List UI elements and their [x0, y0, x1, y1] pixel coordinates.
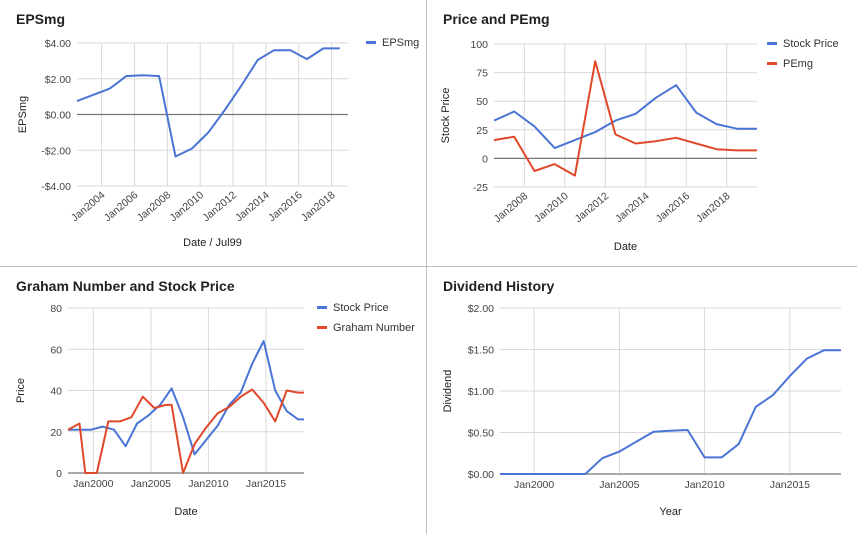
x-tick-label: Jan2006: [102, 189, 141, 224]
x-tick-label: Jan2008: [135, 189, 174, 224]
series-line: [500, 349, 841, 475]
y-tick-label: 100: [470, 39, 488, 51]
y-tick-label: -$4.00: [41, 181, 71, 193]
dividend-chart-panel: Dividend History $2.00 $1.50 $1.00 $0.50 $0.0…: [427, 267, 857, 534]
y-axis-label: Price: [15, 378, 27, 403]
x-tick-label: Jan2010: [532, 190, 571, 225]
legend-label: Graham Number: [333, 322, 415, 334]
legend-swatch: [317, 306, 327, 309]
x-tick-label: Jan2000: [514, 479, 554, 491]
legend-label: Stock Price: [783, 38, 839, 50]
x-tick-label: Jan2012: [573, 190, 612, 225]
graham-chart: Graham Number and Stock Price 80 60 40 20 0 Ja…: [15, 278, 415, 518]
graham-chart-panel: Graham Number and Stock Price 80 60 40 20 0 Ja…: [0, 267, 426, 534]
x-tick-label: Jan2016: [266, 189, 305, 224]
x-tick-label: Jan2010: [168, 189, 207, 224]
y-tick-label: $4.00: [45, 38, 71, 50]
y-tick-label: 50: [476, 96, 488, 108]
x-tick-label: Jan2018: [694, 190, 733, 225]
x-tick-label: Jan2018: [299, 189, 338, 224]
y-axis-label: EPSmg: [17, 96, 29, 133]
chart-title: EPSmg: [16, 11, 65, 27]
legend-label: Stock Price: [333, 302, 389, 314]
series-line: [68, 340, 304, 456]
legend-swatch: [767, 62, 777, 65]
x-tick-label: Jan2010: [188, 478, 228, 490]
legend-swatch: [317, 326, 327, 329]
y-axis-label: Dividend: [442, 370, 454, 413]
x-tick-label: Jan2008: [492, 190, 531, 225]
chart-title: Graham Number and Stock Price: [16, 278, 235, 294]
y-tick-label: 0: [56, 468, 62, 480]
y-tick-label: $1.00: [468, 386, 494, 398]
y-tick-label: -$2.00: [41, 145, 71, 157]
x-tick-label: Jan2016: [654, 190, 693, 225]
chart-title: Dividend History: [443, 278, 554, 294]
x-tick-label: Jan2014: [613, 190, 652, 225]
y-tick-label: 75: [476, 68, 488, 80]
y-tick-label: $0.00: [468, 469, 494, 481]
y-tick-label: 60: [50, 344, 62, 356]
y-tick-label: 40: [50, 386, 62, 398]
y-tick-label: $0.00: [45, 110, 71, 122]
y-tick-label: $2.00: [468, 303, 494, 315]
x-tick-label: Jan2010: [684, 479, 724, 491]
x-axis-label: Year: [659, 506, 682, 518]
chart-title: Price and PEmg: [443, 11, 550, 27]
x-tick-label: Jan2014: [233, 189, 272, 224]
x-axis-label: Date / Jul99: [183, 237, 242, 249]
x-tick-label: Jan2015: [770, 479, 810, 491]
price-pe-chart-panel: Price and PEmg 100 75 50 25 0 -25 Jan2008 Jan201…: [427, 0, 857, 266]
x-tick-label: Jan2005: [599, 479, 639, 491]
y-tick-label: $2.00: [45, 74, 71, 86]
dividend-chart: Dividend History $2.00 $1.50 $1.00 $0.50 $0.0…: [442, 278, 841, 518]
series-line: [493, 60, 757, 177]
y-tick-label: 25: [476, 125, 488, 137]
legend-label: PEmg: [783, 58, 813, 70]
y-axis-label: Stock Price: [440, 88, 452, 144]
series-line: [493, 84, 757, 150]
eps-chart: EPSmg$4.00$2.00$0.00-$2.00-$4.00Jan2004J…: [16, 11, 419, 249]
x-tick-label: Jan2000: [73, 478, 113, 490]
x-tick-label: Jan2004: [69, 189, 108, 224]
legend-swatch: [767, 42, 777, 45]
y-tick-label: 80: [50, 303, 62, 315]
y-tick-label: $1.50: [468, 345, 494, 357]
y-tick-label: 20: [50, 427, 62, 439]
legend-swatch: [366, 41, 376, 44]
x-axis-label: Date: [614, 241, 637, 253]
series-line: [67, 388, 304, 474]
y-tick-label: $0.50: [468, 428, 494, 440]
x-tick-label: Jan2012: [200, 189, 239, 224]
eps-chart-panel: EPSmg $4.00 $2.00 $0.00 -$2.00 -$4.00 Jan2004 J…: [0, 0, 426, 266]
legend-label: EPSmg: [382, 37, 419, 49]
y-tick-label: 0: [482, 153, 488, 165]
series-line: [76, 47, 340, 158]
y-tick-label: -25: [473, 182, 488, 194]
x-axis-label: Date: [174, 506, 197, 518]
x-tick-label: Jan2015: [246, 478, 286, 490]
x-tick-label: Jan2005: [131, 478, 171, 490]
